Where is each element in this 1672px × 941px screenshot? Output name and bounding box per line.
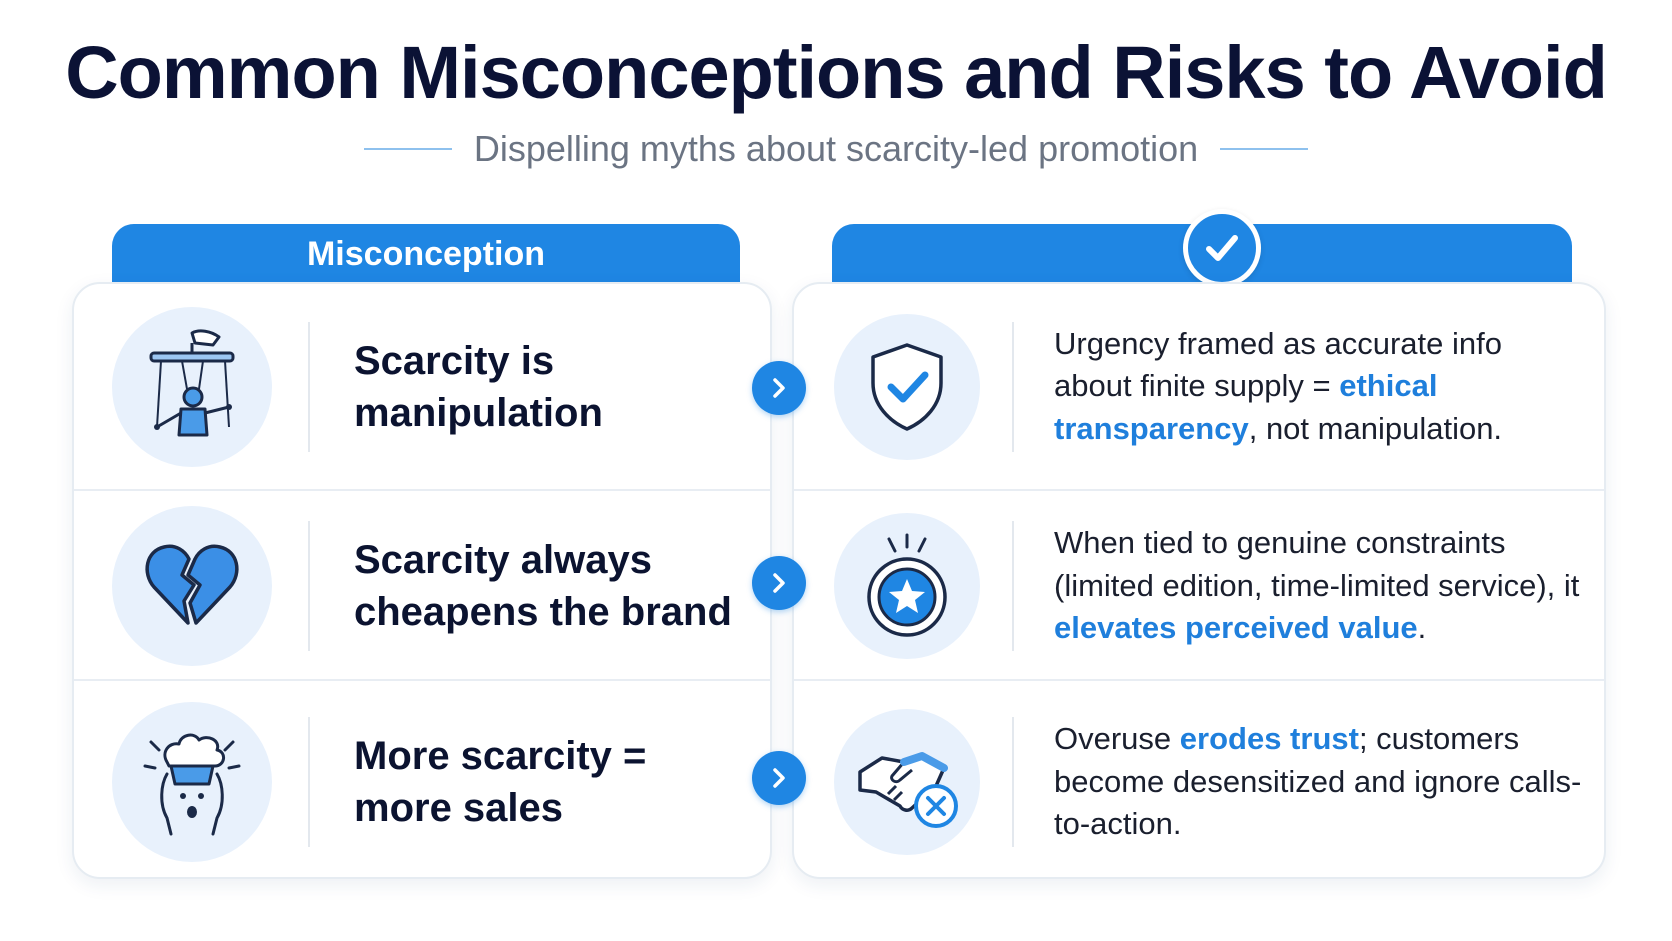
page-subtitle: Dispelling myths about scarcity-led prom… [473, 128, 1199, 169]
chevron-right-icon[interactable] [752, 556, 806, 610]
reality-text-part: ; customers become desensitized and igno… [1054, 721, 1582, 842]
reality-highlight: ethical transparency [1054, 368, 1438, 446]
subtitle-row: Dispelling myths about scarcity-led prom… [0, 128, 1672, 170]
check-badge-icon [1183, 209, 1261, 287]
reality-text-part: Overuse [1054, 721, 1180, 757]
reality-row: Overuse erodes trust; customers become d… [794, 679, 1604, 877]
misconception-row: More scarcity = more sales [74, 679, 770, 877]
star-badge-icon [834, 513, 980, 659]
shield-check-icon [834, 313, 980, 460]
reality-text-part: When tied to genuine constraints (limite… [1054, 525, 1580, 603]
page-title: Common Misconceptions and Risks to Avoid [65, 31, 1608, 114]
misconception-row: Scarcity always cheapens the brand [74, 489, 770, 681]
reality-highlight: erodes trust [1179, 721, 1359, 757]
misconceptions-panel: Scarcity is manipulation Scarcity always… [72, 282, 772, 879]
reality-text-part: , not manipulation. [1248, 410, 1503, 446]
reality-highlight: elevates perceived value [1054, 610, 1418, 646]
row-divider [308, 321, 310, 452]
broken-heart-icon [112, 506, 272, 666]
misconception-text: More scarcity = more sales [354, 734, 647, 830]
overwhelmed-head-icon [112, 702, 272, 862]
chevron-right-icon[interactable] [752, 361, 806, 415]
reality-text-part: Urgency framed as accurate info about fi… [1054, 325, 1502, 404]
reality-text-part: . [1417, 610, 1427, 646]
broken-handshake-icon [834, 709, 980, 855]
subtitle-divider-right [1220, 148, 1309, 150]
misconception-text: Scarcity always cheapens the brand [354, 538, 732, 634]
row-divider [308, 717, 310, 847]
subtitle-divider-left [363, 148, 452, 150]
reality-text: Urgency framed as accurate info about fi… [1054, 323, 1584, 450]
row-divider [1012, 321, 1014, 452]
reality-row: Urgency framed as accurate info about fi… [794, 284, 1604, 489]
misconception-row: Scarcity is manipulation [74, 284, 770, 489]
misconception-header: Misconception [112, 224, 740, 284]
row-divider [1012, 717, 1014, 847]
chevron-right-icon[interactable] [752, 751, 806, 805]
row-divider [308, 521, 310, 651]
misconception-text: Scarcity is manipulation [354, 338, 603, 435]
puppet-strings-icon [112, 306, 272, 467]
reality-text: When tied to genuine constraints (limite… [1054, 522, 1584, 649]
row-divider [1012, 521, 1014, 651]
realities-panel: Urgency framed as accurate info about fi… [792, 282, 1606, 879]
reality-text: Overuse erodes trust; customers become d… [1054, 718, 1584, 845]
reality-row: When tied to genuine constraints (limite… [794, 489, 1604, 681]
